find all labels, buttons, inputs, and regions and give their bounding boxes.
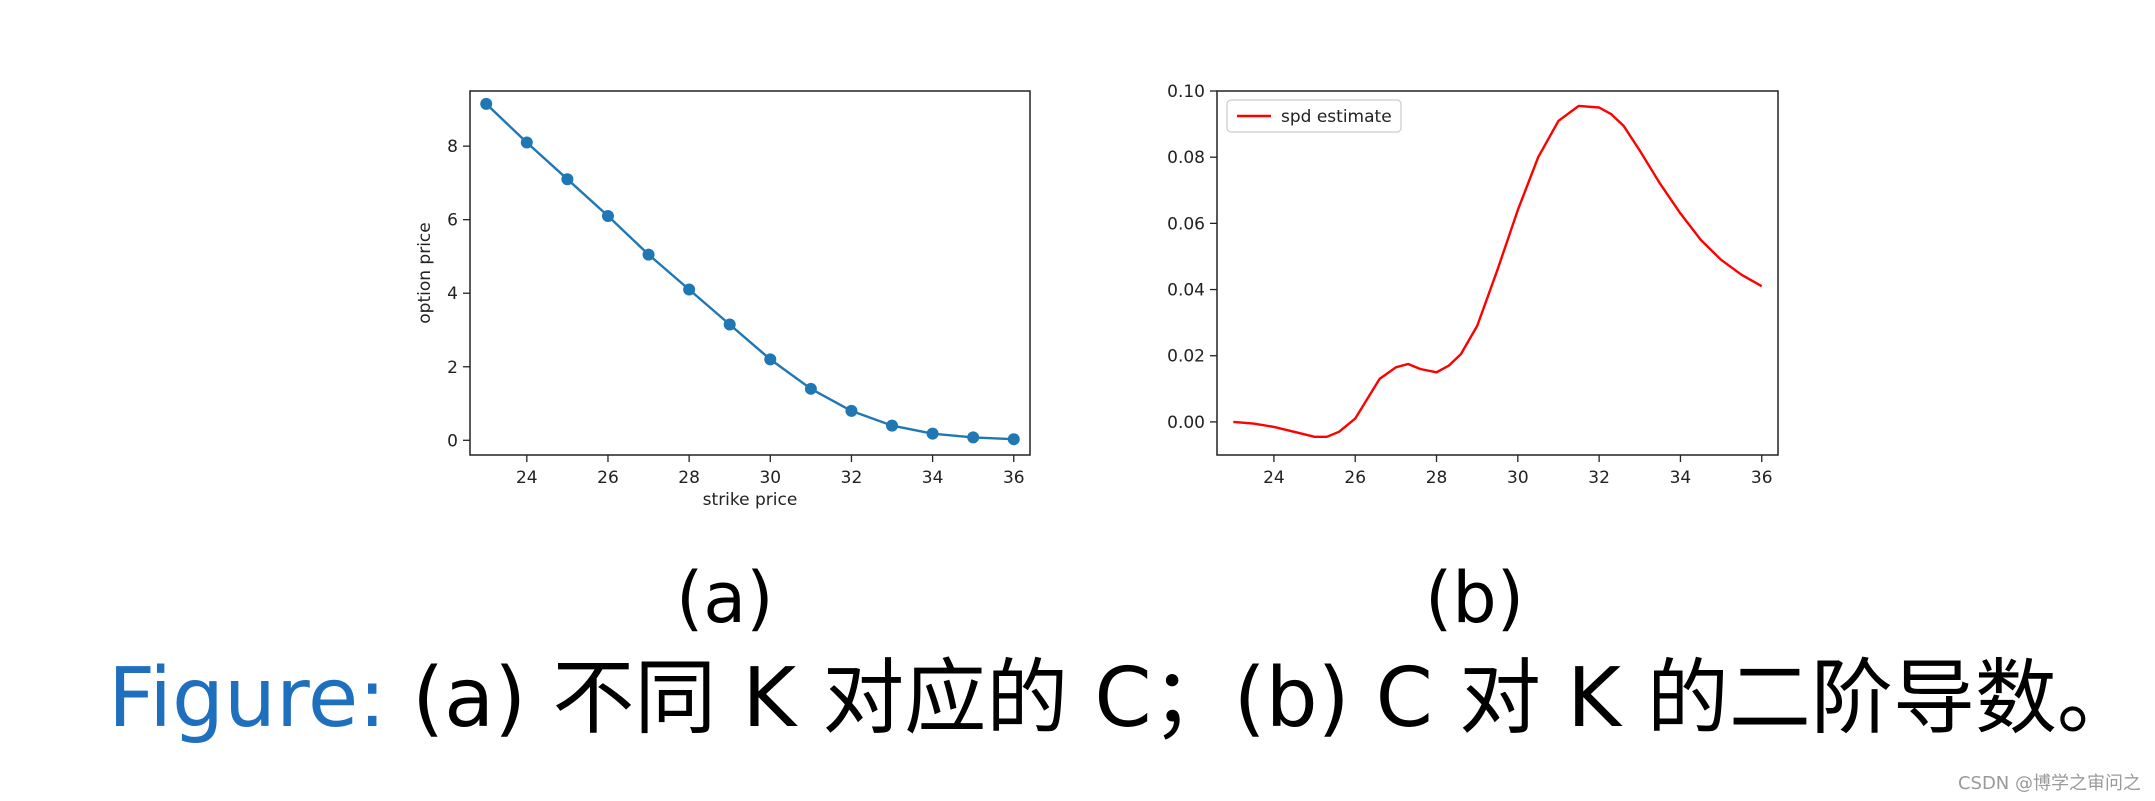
y-tick-label-b: 0.00 xyxy=(1167,413,1205,433)
x-tick-label-a: 36 xyxy=(1003,468,1025,488)
data-point-a xyxy=(561,173,574,186)
x-tick-label-a: 34 xyxy=(922,468,944,488)
x-tick-label-a: 26 xyxy=(597,468,619,488)
data-point-a xyxy=(886,419,899,432)
x-tick-label-a: 28 xyxy=(678,468,700,488)
x-tick-label-b: 36 xyxy=(1751,468,1773,488)
chart-b-spd-estimate: 24 26 28 30 32 34 36 0.00 0.02 0.04 0.06 0.08 0.10 sp… xyxy=(1167,82,1779,488)
y-tick-label-a: 0 xyxy=(447,431,458,451)
y-tick-label-b: 0.10 xyxy=(1167,82,1205,102)
legend-label: spd estimate xyxy=(1281,107,1392,127)
y-tick-label-a: 4 xyxy=(447,284,458,304)
x-tick-label-b: 26 xyxy=(1344,468,1366,488)
x-tick-label-b: 34 xyxy=(1670,468,1692,488)
data-point-a xyxy=(723,318,736,331)
data-point-a xyxy=(845,404,858,417)
y-axis-label-a: option price xyxy=(415,222,435,323)
y-tick-label-a: 2 xyxy=(447,358,458,378)
x-tick-label-a: 24 xyxy=(516,468,538,488)
figure-label: Figure: xyxy=(108,651,386,746)
x-tick-label-b: 28 xyxy=(1426,468,1448,488)
x-tick-label-b: 32 xyxy=(1588,468,1610,488)
data-point-a xyxy=(480,97,493,110)
data-point-a xyxy=(520,136,533,149)
legend-box xyxy=(1226,99,1402,133)
y-tick-label-a: 8 xyxy=(447,137,458,157)
y-tick-label-b: 0.06 xyxy=(1167,214,1205,234)
x-tick-label-b: 30 xyxy=(1507,468,1529,488)
series-line-a xyxy=(485,103,1014,441)
x-tick-label-a: 32 xyxy=(841,468,863,488)
x-tick-label-a: 30 xyxy=(759,468,781,488)
figure-caption: Figure: (a) 不同 K 对应的 C；(b) C 对 K 的二阶导数。 xyxy=(108,658,2139,740)
watermark-text: CSDN @博学之审问之 xyxy=(1957,773,2141,794)
panel-label-a: (a) xyxy=(676,557,774,639)
plot-frame-b xyxy=(1216,90,1779,456)
data-point-a xyxy=(1007,433,1020,446)
data-point-a xyxy=(967,431,980,444)
data-point-a xyxy=(804,382,817,395)
x-tick-label-b: 24 xyxy=(1263,468,1285,488)
plot-frame-a xyxy=(469,90,1031,456)
x-axis-label-a: strike price xyxy=(703,490,798,510)
y-tick-label-b: 0.04 xyxy=(1167,281,1205,301)
data-point-a xyxy=(926,427,939,440)
panel-label-b: (b) xyxy=(1425,557,1525,639)
data-point-a xyxy=(642,248,655,261)
y-tick-label-b: 0.08 xyxy=(1167,148,1205,168)
data-point-a xyxy=(764,353,777,366)
data-point-a xyxy=(601,210,614,223)
y-tick-label-a: 6 xyxy=(447,211,458,231)
y-tick-label-b: 0.02 xyxy=(1167,347,1205,367)
series-line-b xyxy=(1233,104,1763,438)
caption-text: (a) 不同 K 对应的 C；(b) C 对 K 的二阶导数。 xyxy=(386,651,2139,746)
data-point-a xyxy=(683,283,696,296)
